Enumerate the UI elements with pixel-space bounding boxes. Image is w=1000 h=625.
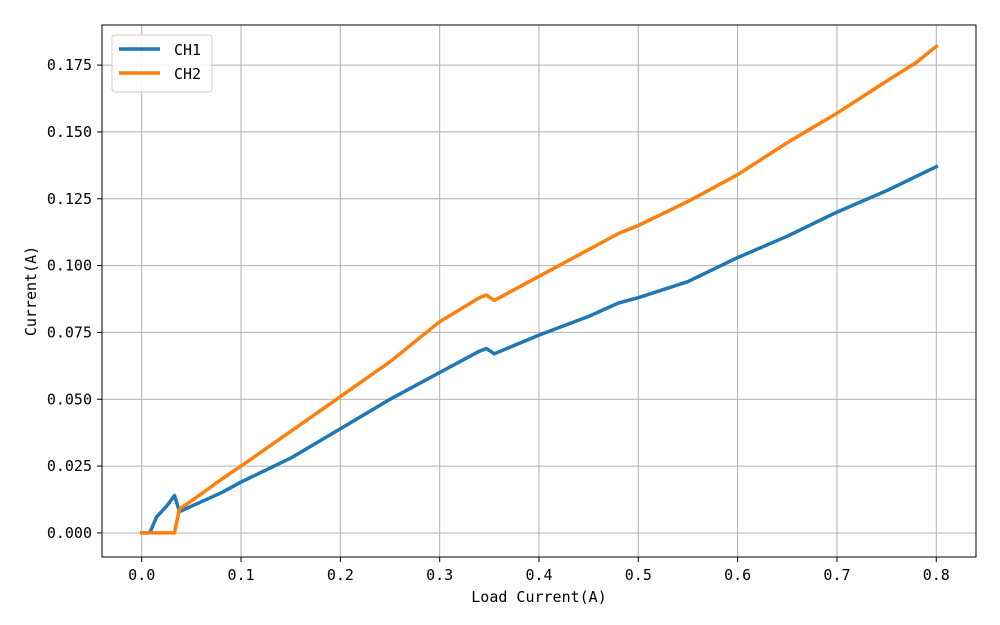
x-tick-label: 0.8 <box>923 566 950 584</box>
x-axis-label: Load Current(A) <box>471 588 606 606</box>
x-tick-label: 0.2 <box>327 566 354 584</box>
y-tick-label: 0.025 <box>47 457 92 475</box>
y-tick-label: 0.150 <box>47 123 92 141</box>
legend-label-ch1: CH1 <box>174 41 201 59</box>
y-tick-label: 0.000 <box>47 524 92 542</box>
x-tick-label: 0.5 <box>625 566 652 584</box>
y-axis-label: Current(A) <box>22 246 40 336</box>
x-tick-label: 0.7 <box>823 566 850 584</box>
y-tick-label: 0.125 <box>47 190 92 208</box>
series-line-ch2 <box>139 43 939 535</box>
y-tick-label: 0.175 <box>47 56 92 74</box>
x-tick-label: 0.6 <box>724 566 751 584</box>
axis-ticks: 0.0 0.1 0.2 0.3 0.4 0.5 0.6 0.7 0.8 0.000 0.025 0.0… <box>47 56 950 584</box>
grid <box>102 25 976 557</box>
x-tick-label: 0.3 <box>426 566 453 584</box>
x-tick-label: 0.4 <box>525 566 552 584</box>
y-tick-label: 0.100 <box>47 257 92 275</box>
series-lines <box>139 43 939 535</box>
x-tick-label: 0.1 <box>227 566 254 584</box>
y-tick-label: 0.050 <box>47 390 92 408</box>
legend: CH1 CH2 <box>111 34 213 93</box>
x-tick-label: 0.0 <box>128 566 155 584</box>
legend-label-ch2: CH2 <box>174 65 201 83</box>
series-line-ch1 <box>139 164 939 535</box>
y-tick-label: 0.075 <box>47 323 92 341</box>
